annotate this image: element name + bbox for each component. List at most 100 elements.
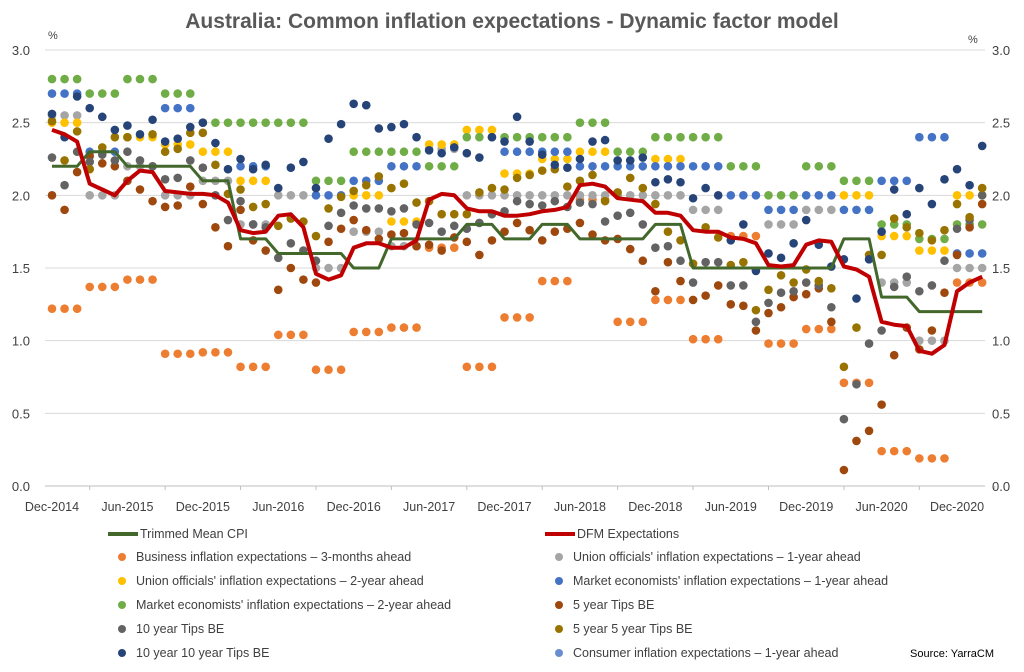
point-union-officials-inflation-expectations-1-year-ahead [927,336,937,345]
point-10-year-tips-be [85,157,95,167]
point-5-year-tips-be [751,326,761,335]
point-5-year-tips-be [374,234,384,244]
point-market-economists-inflation-expectations-2-year-ahead [676,132,685,142]
point-union-officials-inflation-expectations-1-year-ahead [638,191,648,200]
point-market-economists-inflation-expectations-2-year-ahead [361,147,371,157]
point-union-officials-inflation-expectations-2-year-ahead [487,125,497,135]
point-5-year-5-year-tips-be [663,227,673,236]
point-10-year-tips-be [713,257,723,267]
point-10-year-10-year-tips-be [261,160,270,170]
point-market-economists-inflation-expectations-1-year-ahead [877,176,886,186]
point-10-year-tips-be [977,191,987,200]
point-market-economists-inflation-expectations-1-year-ahead [638,161,648,171]
point-market-economists-inflation-expectations-2-year-ahead [160,89,170,98]
line-dfm-expectations [51,128,984,356]
point-business-inflation-expectations-3-months-ahead [676,295,685,305]
point-10-year-tips-be [361,204,371,213]
point-10-year-tips-be [324,221,333,231]
point-5-year-tips-be [198,199,208,209]
point-union-officials-inflation-expectations-2-year-ahead [915,246,924,255]
point-business-inflation-expectations-3-months-ahead [563,276,572,286]
x-tick-label: Jun-2019 [705,500,757,514]
point-market-economists-inflation-expectations-2-year-ahead [449,161,459,171]
point-10-year-10-year-tips-be [311,183,321,193]
point-union-officials-inflation-expectations-2-year-ahead [475,125,484,135]
y-tick-label-left: 1.5 [12,261,30,276]
legend-label: 10 year 10 year Tips BE [136,646,270,660]
point-business-inflation-expectations-3-months-ahead [877,446,886,456]
point-market-economists-inflation-expectations-2-year-ahead [852,176,861,186]
point-market-economists-inflation-expectations-2-year-ahead [72,74,82,84]
point-business-inflation-expectations-3-months-ahead [525,313,534,322]
point-10-year-10-year-tips-be [336,119,346,129]
line-trimmed-mean-cpi [52,150,983,314]
point-5-year-5-year-tips-be [676,236,685,245]
point-market-economists-inflation-expectations-2-year-ahead [663,132,673,142]
point-market-economists-inflation-expectations-2-year-ahead [336,176,346,186]
point-market-economists-inflation-expectations-1-year-ahead [864,205,874,215]
point-5-year-tips-be [701,291,710,300]
point-5-year-tips-be [864,426,874,436]
point-union-officials-inflation-expectations-1-year-ahead [588,191,597,200]
point-10-year-10-year-tips-be [387,122,396,132]
point-10-year-tips-be [776,288,786,298]
point-10-year-10-year-tips-be [424,145,434,155]
point-market-economists-inflation-expectations-1-year-ahead [47,89,57,98]
point-union-officials-inflation-expectations-2-year-ahead [575,147,585,157]
point-market-economists-inflation-expectations-2-year-ahead [85,89,95,98]
point-market-economists-inflation-expectations-2-year-ahead [651,132,660,142]
point-business-inflation-expectations-3-months-ahead [688,334,698,344]
point-5-year-tips-be [311,278,321,287]
point-10-year-10-year-tips-be [977,141,987,151]
legend-item: Consumer inflation expectations – 1-year… [555,645,838,661]
point-union-officials-inflation-expectations-1-year-ahead [537,191,547,200]
point-5-year-tips-be [776,302,786,312]
point-union-officials-inflation-expectations-1-year-ahead [965,263,974,273]
point-business-inflation-expectations-3-months-ahead [764,339,773,348]
point-market-economists-inflation-expectations-2-year-ahead [776,191,786,200]
point-5-year-5-year-tips-be [123,132,132,142]
point-10-year-tips-be [525,199,534,209]
point-5-year-5-year-tips-be [311,231,321,241]
point-business-inflation-expectations-3-months-ahead [412,323,421,332]
point-10-year-10-year-tips-be [475,153,484,162]
point-10-year-10-year-tips-be [123,121,132,130]
point-market-economists-inflation-expectations-2-year-ahead [97,89,107,98]
point-5-year-tips-be [387,230,396,239]
point-10-year-10-year-tips-be [563,163,572,173]
point-10-year-tips-be [198,163,208,173]
point-10-year-tips-be [701,257,710,267]
point-10-year-10-year-tips-be [223,164,233,174]
point-market-economists-inflation-expectations-1-year-ahead [726,191,736,200]
point-10-year-10-year-tips-be [437,148,446,158]
point-10-year-tips-be [173,173,182,183]
point-10-year-tips-be [651,243,660,252]
point-10-year-tips-be [575,198,585,207]
point-business-inflation-expectations-3-months-ahead [864,378,874,388]
legend-label: 5 year Tips BE [573,598,655,612]
point-10-year-tips-be [273,253,283,263]
point-5-year-5-year-tips-be [236,185,245,194]
point-5-year-tips-be [349,215,358,225]
point-business-inflation-expectations-3-months-ahead [299,330,308,340]
point-union-officials-inflation-expectations-1-year-ahead [764,220,773,229]
point-market-economists-inflation-expectations-1-year-ahead [500,147,509,157]
point-5-year-tips-be [713,281,723,290]
point-business-inflation-expectations-3-months-ahead [651,295,660,305]
point-business-inflation-expectations-3-months-ahead [173,349,182,359]
point-market-economists-inflation-expectations-1-year-ahead [588,161,597,171]
point-5-year-tips-be [487,236,497,245]
point-union-officials-inflation-expectations-2-year-ahead [437,140,446,149]
point-5-year-5-year-tips-be [361,180,371,190]
point-business-inflation-expectations-3-months-ahead [185,349,195,359]
point-market-economists-inflation-expectations-2-year-ahead [877,220,886,229]
point-5-year-5-year-tips-be [148,129,157,139]
point-10-year-tips-be [839,414,849,424]
point-10-year-10-year-tips-be [676,177,685,187]
point-5-year-5-year-tips-be [902,223,912,232]
point-business-inflation-expectations-3-months-ahead [123,275,132,284]
y-tick-label-right: 1.5 [992,261,1010,276]
point-union-officials-inflation-expectations-2-year-ahead [185,140,195,149]
point-union-officials-inflation-expectations-1-year-ahead [651,191,660,200]
legend-label: Union officials' inflation expectations … [136,574,424,588]
